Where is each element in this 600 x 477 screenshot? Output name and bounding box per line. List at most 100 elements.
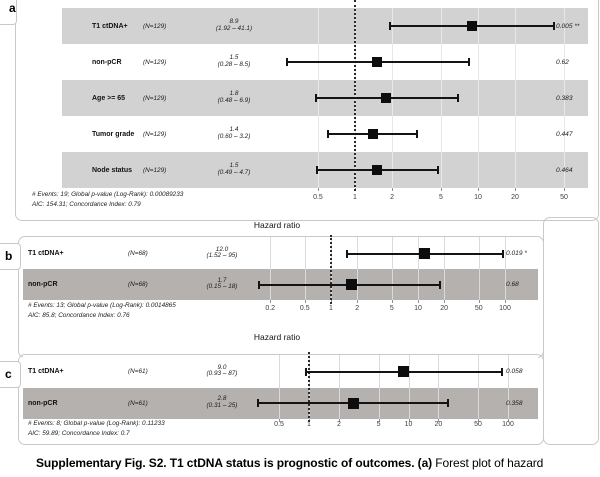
axis-tickmark	[418, 300, 419, 303]
axis-tickmark	[304, 300, 306, 303]
panel-b-letter-box	[0, 243, 21, 270]
row-n-count: (N=68)	[128, 250, 148, 257]
row-p-value: 0.005 **	[556, 22, 580, 30]
axis-tickmark	[270, 300, 272, 303]
row-label: non-pCR	[92, 58, 122, 66]
axis-gridline	[478, 355, 480, 419]
panel-b-letter: b	[5, 249, 13, 263]
axis-gridline	[357, 237, 359, 300]
row-estimate: 1.8 (0.48 – 6.9)	[179, 90, 289, 104]
panel-a-letter-box	[0, 0, 17, 25]
ci-cap-high	[436, 166, 439, 174]
row-p-value: 0.68	[506, 281, 519, 288]
axis-gridline	[304, 237, 306, 300]
axis-tick-label: 5	[389, 305, 394, 312]
axis-tickmark	[508, 419, 509, 422]
row-n-count: (N=129)	[143, 130, 167, 138]
hr-point-marker	[371, 57, 382, 67]
reference-line-hr1	[354, 0, 356, 191]
ci-cap-low	[286, 58, 288, 66]
axis-gridline	[505, 237, 506, 300]
panel-footer-line: # Events: 13; Global p-value (Log-Rank):…	[28, 302, 176, 309]
axis-tickmark	[392, 188, 394, 191]
hr-point-marker	[371, 165, 382, 175]
ci-cap-low	[388, 22, 391, 30]
axis-gridline	[444, 237, 446, 300]
axis-tick-label: 20	[434, 421, 443, 428]
axis-tick-label: 50	[474, 305, 483, 312]
ci-cap-high	[552, 22, 555, 30]
axis-tickmark	[478, 419, 480, 422]
axis-gridline	[270, 237, 272, 300]
hr-value: 1.4	[229, 126, 239, 133]
hr-value: 2.8	[217, 395, 227, 403]
ci-cap-high	[439, 280, 442, 289]
axis-tickmark	[391, 300, 393, 303]
row-label: T1 ctDNA+	[92, 22, 128, 30]
axis-tick-label: 100	[499, 305, 511, 312]
reference-line-hr1	[330, 235, 332, 304]
hr-ci: (0.93 – 87)	[206, 370, 238, 378]
ci-cap-low	[345, 249, 348, 258]
hr-value: 12.0	[215, 245, 229, 253]
hr-value: 1.5	[229, 162, 239, 169]
axis-tick-label: 50	[474, 421, 482, 428]
row-estimate: 2.8 (0.31 – 25)	[167, 396, 277, 409]
row-label: non-pCR	[28, 281, 58, 288]
axis-tick-label: 0.2	[265, 305, 276, 312]
axis-gridline	[478, 8, 479, 188]
hr-value: 1.7	[217, 276, 227, 284]
hr-value: 9.0	[217, 363, 227, 371]
row-estimate: 9.0 (0.93 – 87)	[167, 363, 277, 378]
figure-caption: Supplementary Fig. S2. T1 ctDNA status i…	[36, 456, 588, 470]
ci-cap-low	[315, 166, 318, 174]
hr-value: 1.8	[229, 90, 239, 97]
ci-cap-high	[457, 94, 460, 102]
axis-tickmark	[338, 419, 340, 422]
row-estimate: 8.9 (1.92 – 41.1)	[179, 18, 289, 32]
axis-gridline	[563, 8, 565, 188]
row-p-value: 0.464	[556, 166, 573, 174]
axis-gridline	[418, 237, 419, 300]
axis-tick-label: 5	[439, 194, 443, 201]
axis-tick-label: 1	[353, 194, 357, 201]
axis-tickmark	[444, 300, 446, 303]
hr-ci: (0.48 – 6.9)	[217, 96, 251, 104]
ci-cap-low	[314, 94, 317, 102]
ci-cap-high	[468, 58, 471, 66]
axis-gridline	[515, 8, 517, 188]
hr-value: 1.5	[229, 54, 239, 61]
caption-bold-text: Supplementary Fig. S2. T1 ctDNA status i…	[36, 456, 433, 470]
axis-tick-label: 0.5	[274, 421, 284, 428]
axis-tick-label: 1	[307, 421, 311, 428]
axis-tick-label: 0.5	[299, 305, 310, 312]
row-n-count: (N=68)	[128, 281, 148, 288]
row-n-count: (N=129)	[143, 166, 167, 174]
axis-tickmark	[357, 300, 359, 303]
panel-c-letter-box	[0, 361, 21, 388]
reference-line-hr1	[308, 352, 310, 422]
panel-c-card-border	[18, 354, 544, 445]
axis-gridline	[391, 237, 393, 300]
hr-point-marker	[347, 397, 359, 409]
row-n-count: (N=129)	[143, 58, 167, 66]
panel-footer-line: AIC: 85.8; Concordance Index: 0.76	[28, 312, 130, 319]
panel-c-title: Hazard ratio	[253, 332, 301, 342]
hr-ci: (0.49 – 4.7)	[217, 168, 251, 176]
axis-tick-label: 1	[329, 305, 333, 312]
hr-ci: (0.15 – 18)	[206, 283, 238, 290]
row-label: Tumor grade	[92, 130, 135, 138]
hr-point-marker	[466, 21, 477, 31]
ci-cap-high	[500, 367, 503, 376]
row-n-count: (N=129)	[143, 22, 167, 30]
row-p-value: 0.358	[506, 399, 523, 407]
axis-tickmark	[317, 188, 319, 191]
row-label: Node status	[92, 166, 133, 174]
row-p-value: 0.019 *	[506, 250, 527, 257]
row-estimate: 1.5 (0.28 – 8.5)	[179, 54, 289, 68]
row-n-count: (N=61)	[128, 399, 148, 407]
axis-tick-label: 2	[355, 305, 360, 312]
row-label: T1 ctDNA+	[28, 250, 64, 257]
ci-cap-low	[258, 280, 261, 289]
